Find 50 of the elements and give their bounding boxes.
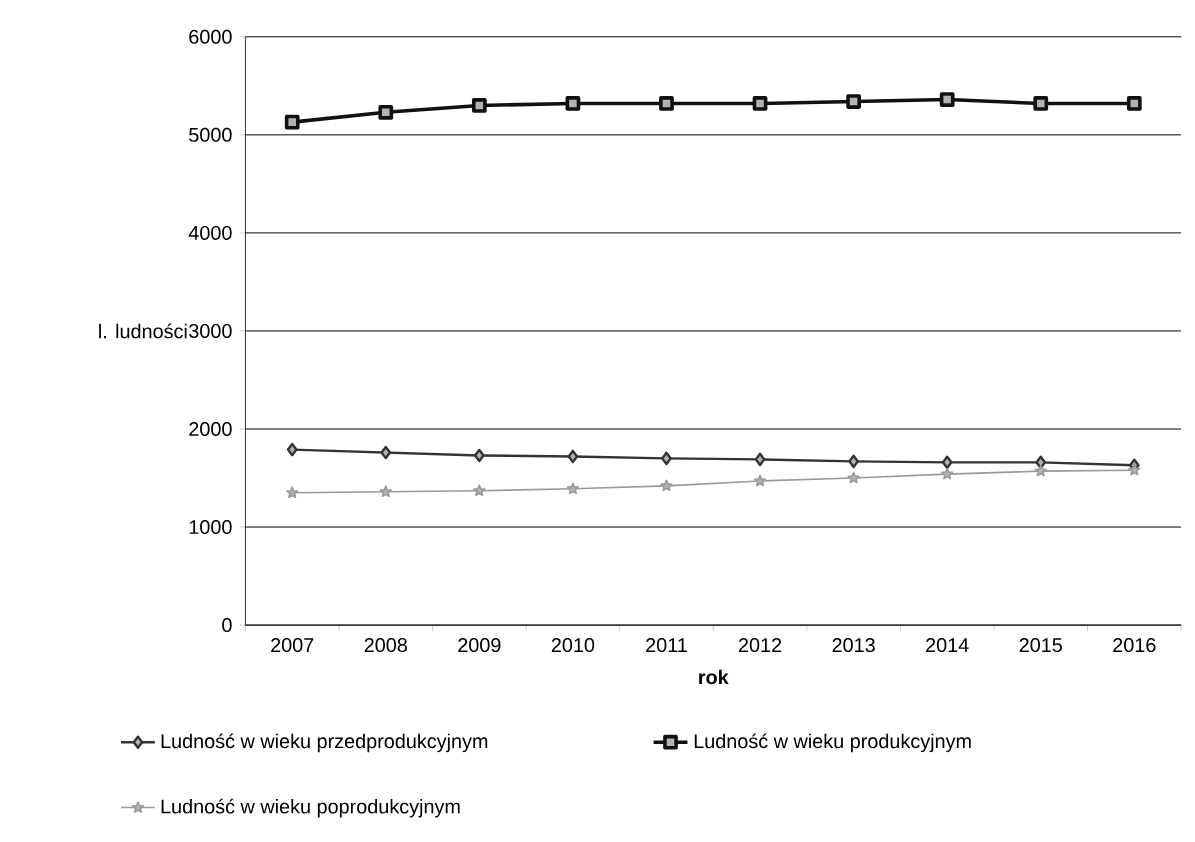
y-tick-label: 0 [222,618,232,633]
x-tick-label: 2015 [1019,638,1062,653]
x-tick-label: 2008 [364,638,407,653]
x-tick-label: 2013 [832,638,875,653]
x-tick-label: 2007 [271,638,314,653]
point [286,486,299,498]
point [659,96,674,111]
point [284,114,300,130]
point [566,482,580,495]
point [380,445,392,460]
point [848,454,859,469]
point [565,96,581,111]
point [847,471,860,484]
y-tick-label: 6000 [189,29,232,44]
point [1126,96,1142,111]
y-tick-label: 5000 [189,127,232,142]
point [378,104,394,120]
point [471,98,487,113]
point [939,92,955,107]
x-tick-label: 2010 [551,638,595,653]
y-axis-title: l. ludności [99,323,187,339]
y-tick-label: 2000 [189,421,232,436]
x-tick-label: 2011 [646,638,687,653]
legend-label: Ludność w wieku poprodukcyjnym [161,798,460,818]
point [1033,96,1049,111]
x-tick-label: 2014 [926,638,969,653]
y-tick-label: 4000 [188,225,232,240]
point [567,449,579,464]
point [286,442,298,457]
point [1128,463,1141,476]
legend-label: Ludność w wieku produkcyjnym [694,733,971,753]
y-tick-label: 1000 [189,519,232,535]
point [660,479,673,492]
point [1034,464,1047,477]
point [846,94,861,109]
x-tick-label: 2009 [458,638,501,653]
point [661,451,672,466]
point [941,455,953,470]
point [753,474,767,487]
x-tick-label: 2012 [738,638,782,653]
point [473,484,486,497]
y-tick-label: 3000 [189,323,232,338]
point [752,96,768,111]
x-tick-label: 2016 [1113,638,1156,653]
x-axis-title: rok [699,669,729,685]
point [941,467,954,480]
point [473,448,485,463]
legend-label: Ludność w wieku przedprodukcyjnym [161,733,488,753]
point [379,485,392,498]
point [754,452,766,467]
